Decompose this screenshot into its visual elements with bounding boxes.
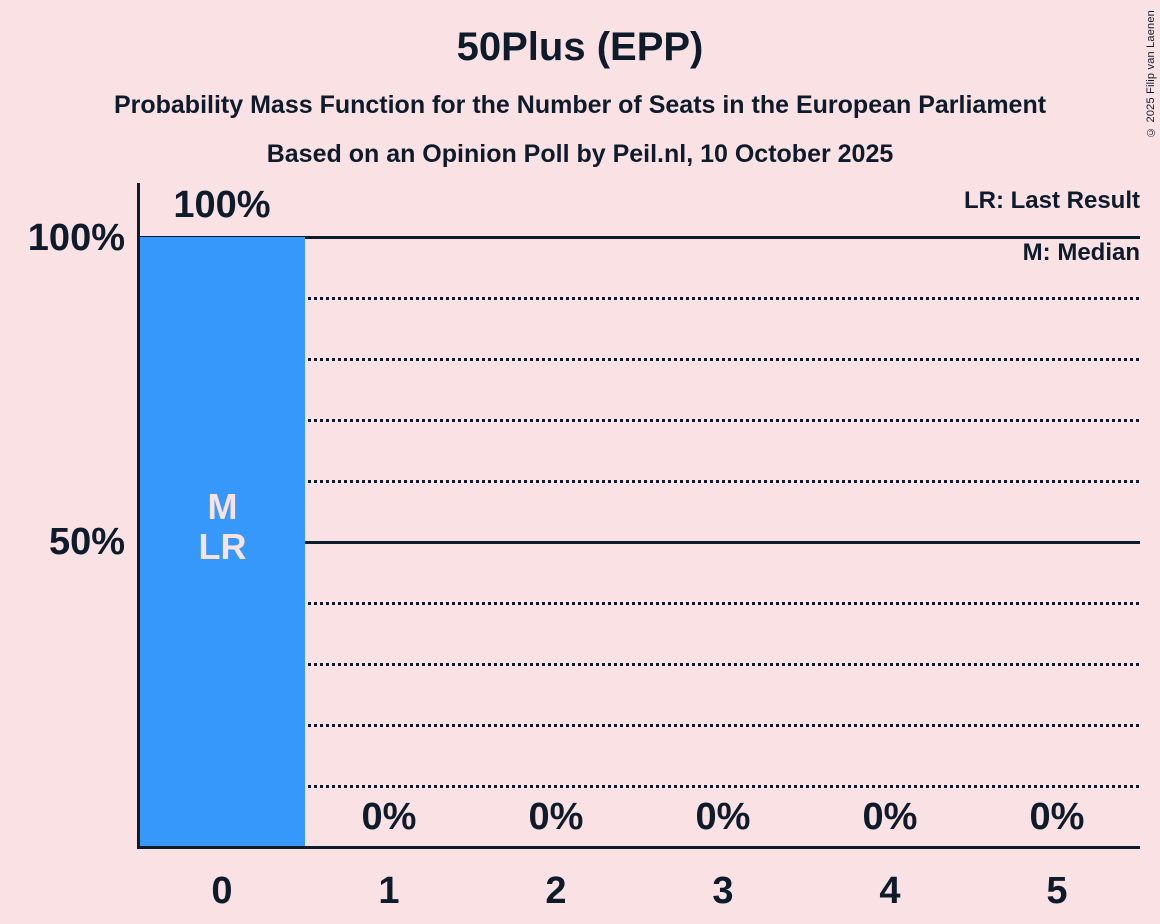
bar-value-4: 0%	[862, 796, 918, 838]
bar-annotation-median-lastresult: M LR	[140, 487, 305, 567]
gridline-60	[140, 480, 1140, 483]
gridline-70	[140, 419, 1140, 422]
gridline-90	[140, 297, 1140, 300]
x-tick-1: 1	[378, 870, 400, 912]
gridline-50	[140, 541, 1140, 544]
x-tick-4: 4	[879, 870, 901, 912]
chart-subtitle: Probability Mass Function for the Number…	[113, 91, 1047, 119]
chart-title: 50Plus (EPP)	[456, 25, 704, 69]
legend-median: M: Median	[1022, 239, 1140, 266]
legend-last-result: LR: Last Result	[963, 187, 1140, 214]
gridline-20	[140, 724, 1140, 727]
median-marker-label: M	[207, 486, 238, 527]
copyright-notice: © 2025 Filip van Laenen	[1145, 10, 1157, 138]
x-tick-0: 0	[211, 870, 233, 912]
y-axis-line	[137, 183, 140, 849]
gridline-100	[140, 236, 1140, 239]
gridline-30	[140, 663, 1140, 666]
x-tick-3: 3	[712, 870, 734, 912]
bar-value-5: 0%	[1029, 796, 1085, 838]
bar-value-2: 0%	[528, 796, 584, 838]
x-tick-5: 5	[1046, 870, 1068, 912]
chart-source-line: Based on an Opinion Poll by Peil.nl, 10 …	[266, 140, 894, 168]
y-tick-100: 100%	[27, 217, 125, 259]
bar-value-0: 100%	[173, 184, 271, 226]
bar-value-3: 0%	[695, 796, 751, 838]
gridline-40	[140, 602, 1140, 605]
x-axis-line	[137, 846, 1140, 849]
gridline-10	[140, 785, 1140, 788]
last-result-marker-label: LR	[198, 526, 247, 567]
gridline-80	[140, 358, 1140, 361]
y-tick-50: 50%	[48, 521, 125, 563]
bar-value-1: 0%	[361, 796, 417, 838]
x-tick-2: 2	[545, 870, 567, 912]
bar-seat-0	[140, 237, 305, 846]
